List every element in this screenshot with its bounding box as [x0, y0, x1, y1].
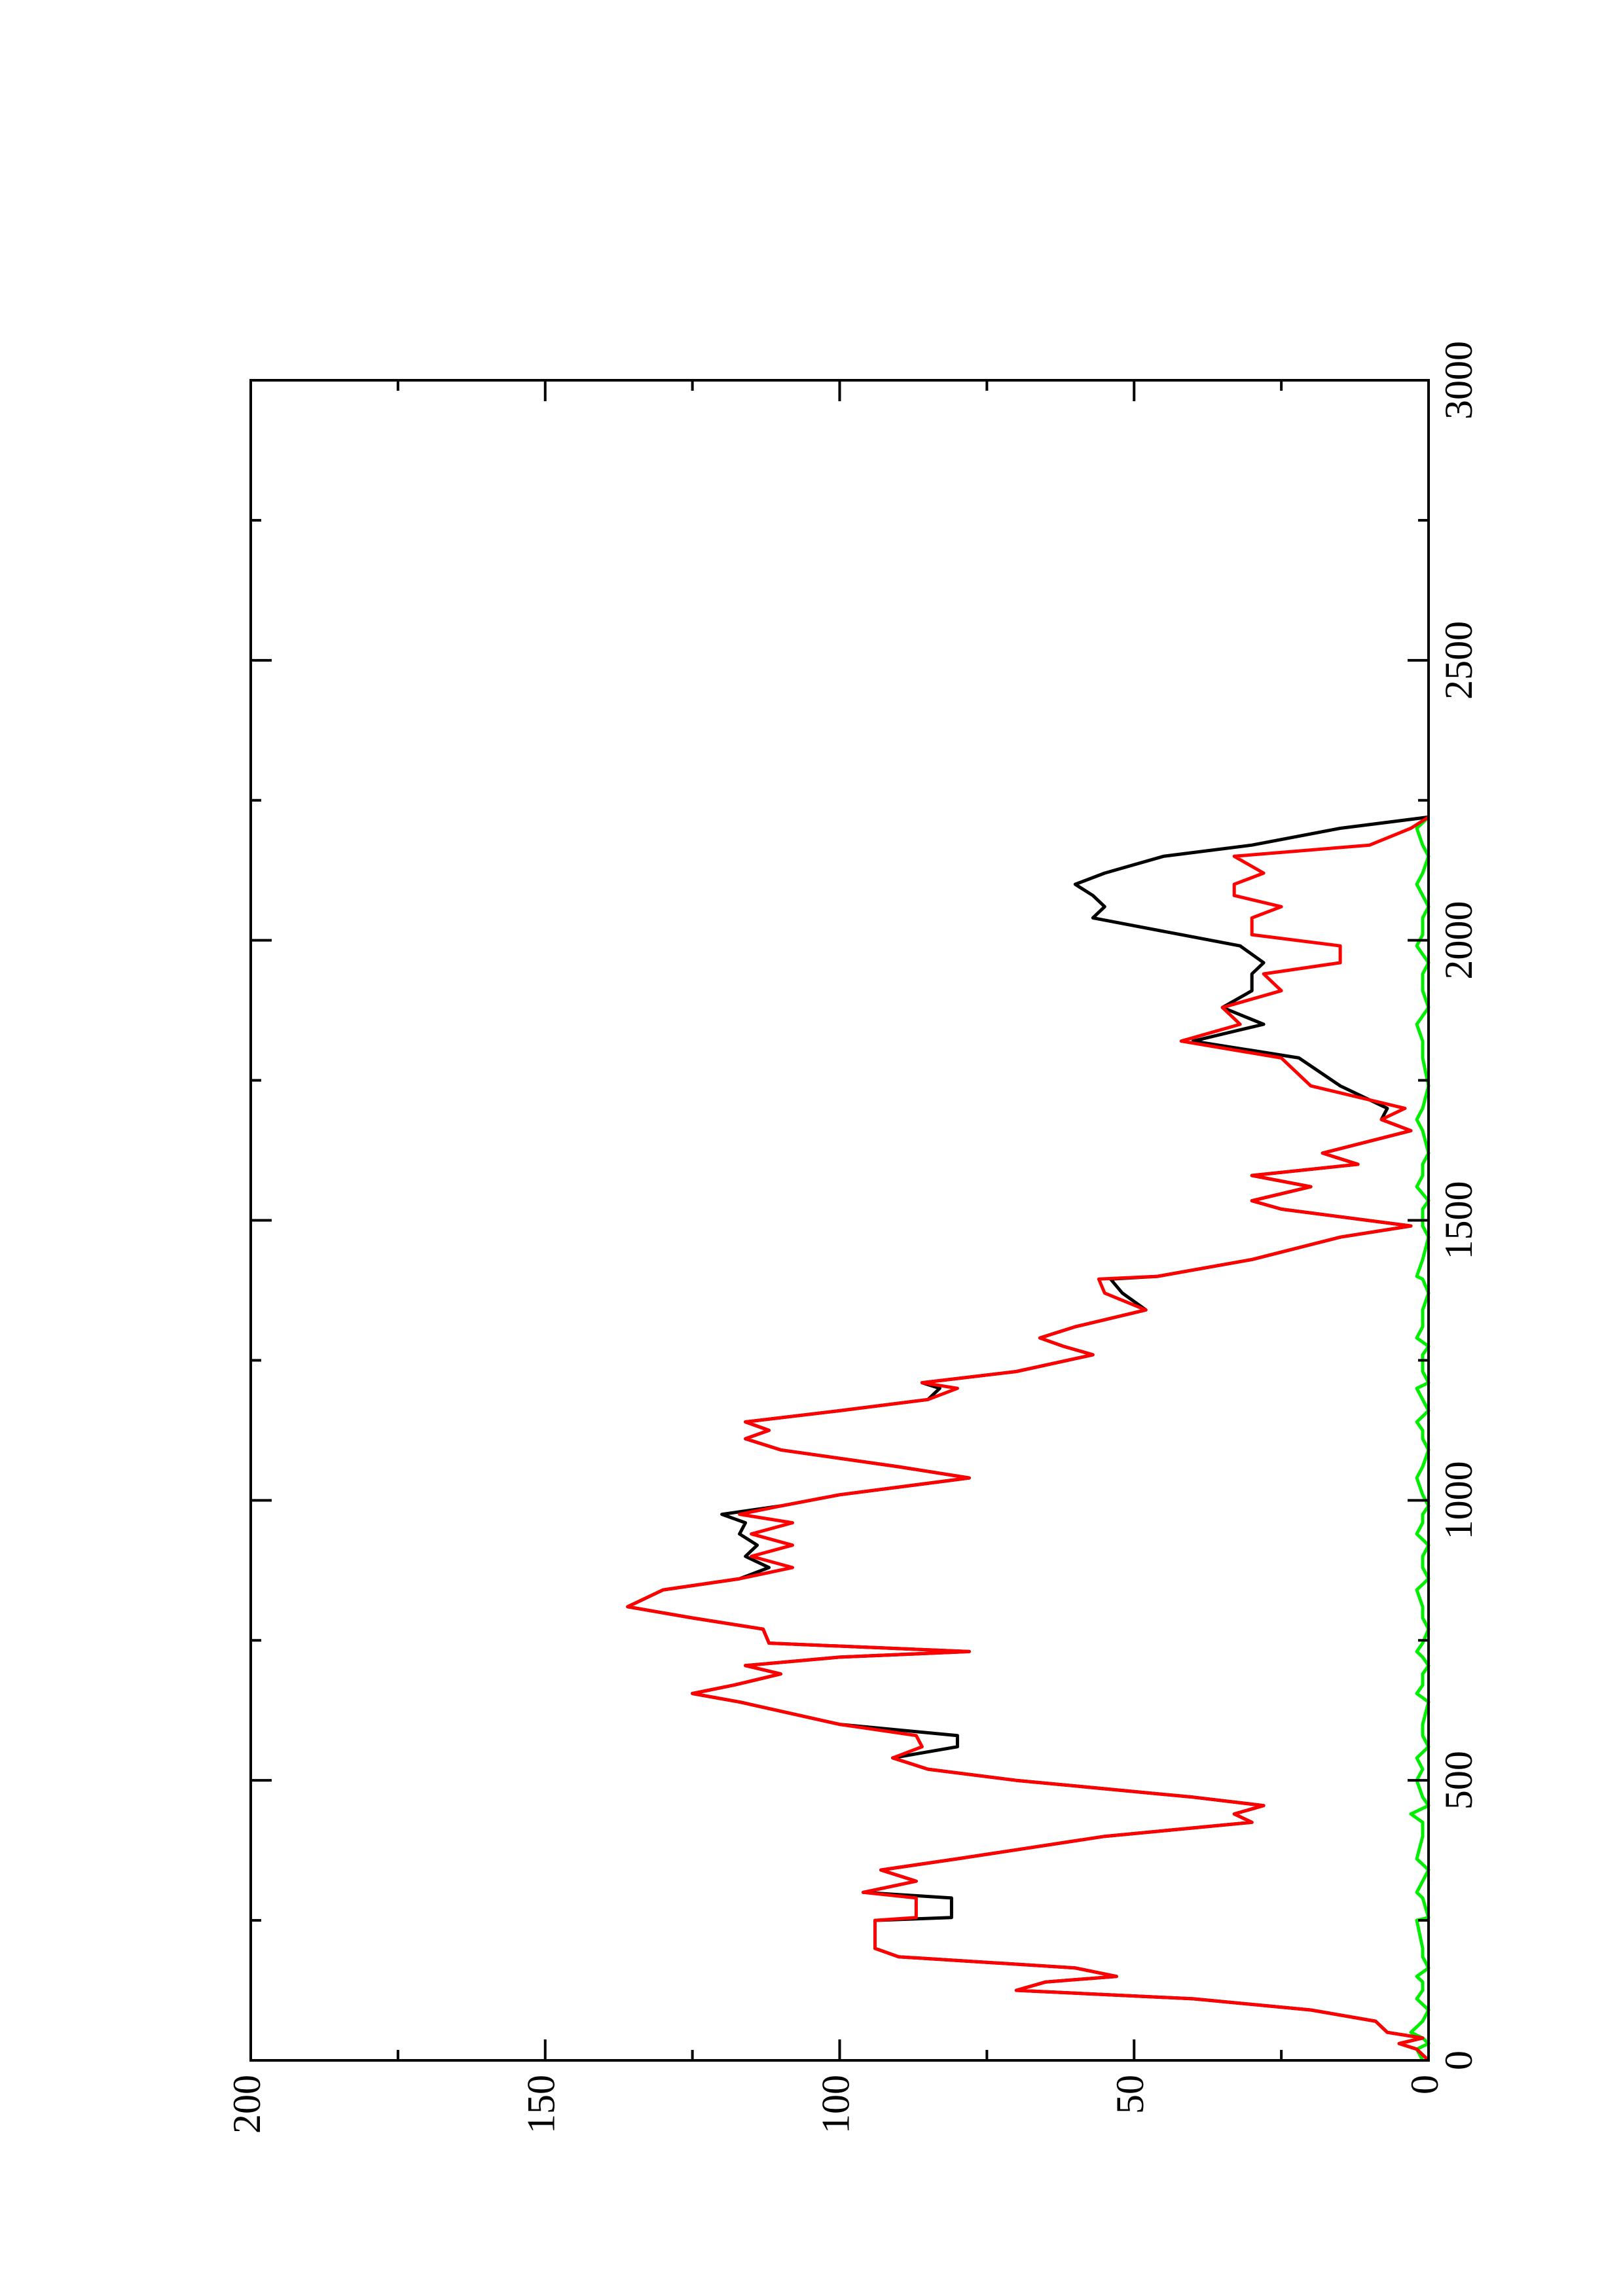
y-tick-label: 0 — [1403, 2075, 1446, 2094]
y-tick-label: 50 — [1108, 2075, 1152, 2114]
y-tick-label: 100 — [814, 2075, 857, 2134]
rotated-chart: 0 500 1000 1500 2000 2500 3000 0 50 100 150 200 — [225, 341, 1480, 2134]
data-line — [626, 816, 1430, 2062]
x-tick-label: 2500 — [1437, 621, 1480, 700]
x-tick-label: 500 — [1437, 1751, 1480, 1810]
data-line — [1409, 816, 1431, 2062]
y-tick-label: 150 — [520, 2075, 563, 2134]
x-tick-label: 0 — [1437, 2051, 1480, 2070]
x-tick-label: 1000 — [1437, 1461, 1480, 1539]
x-tick-label: 2000 — [1437, 901, 1480, 980]
y-tick-label: 200 — [225, 2075, 268, 2134]
x-tick-label: 3000 — [1437, 341, 1480, 420]
x-tick-label: 1500 — [1437, 1181, 1480, 1260]
